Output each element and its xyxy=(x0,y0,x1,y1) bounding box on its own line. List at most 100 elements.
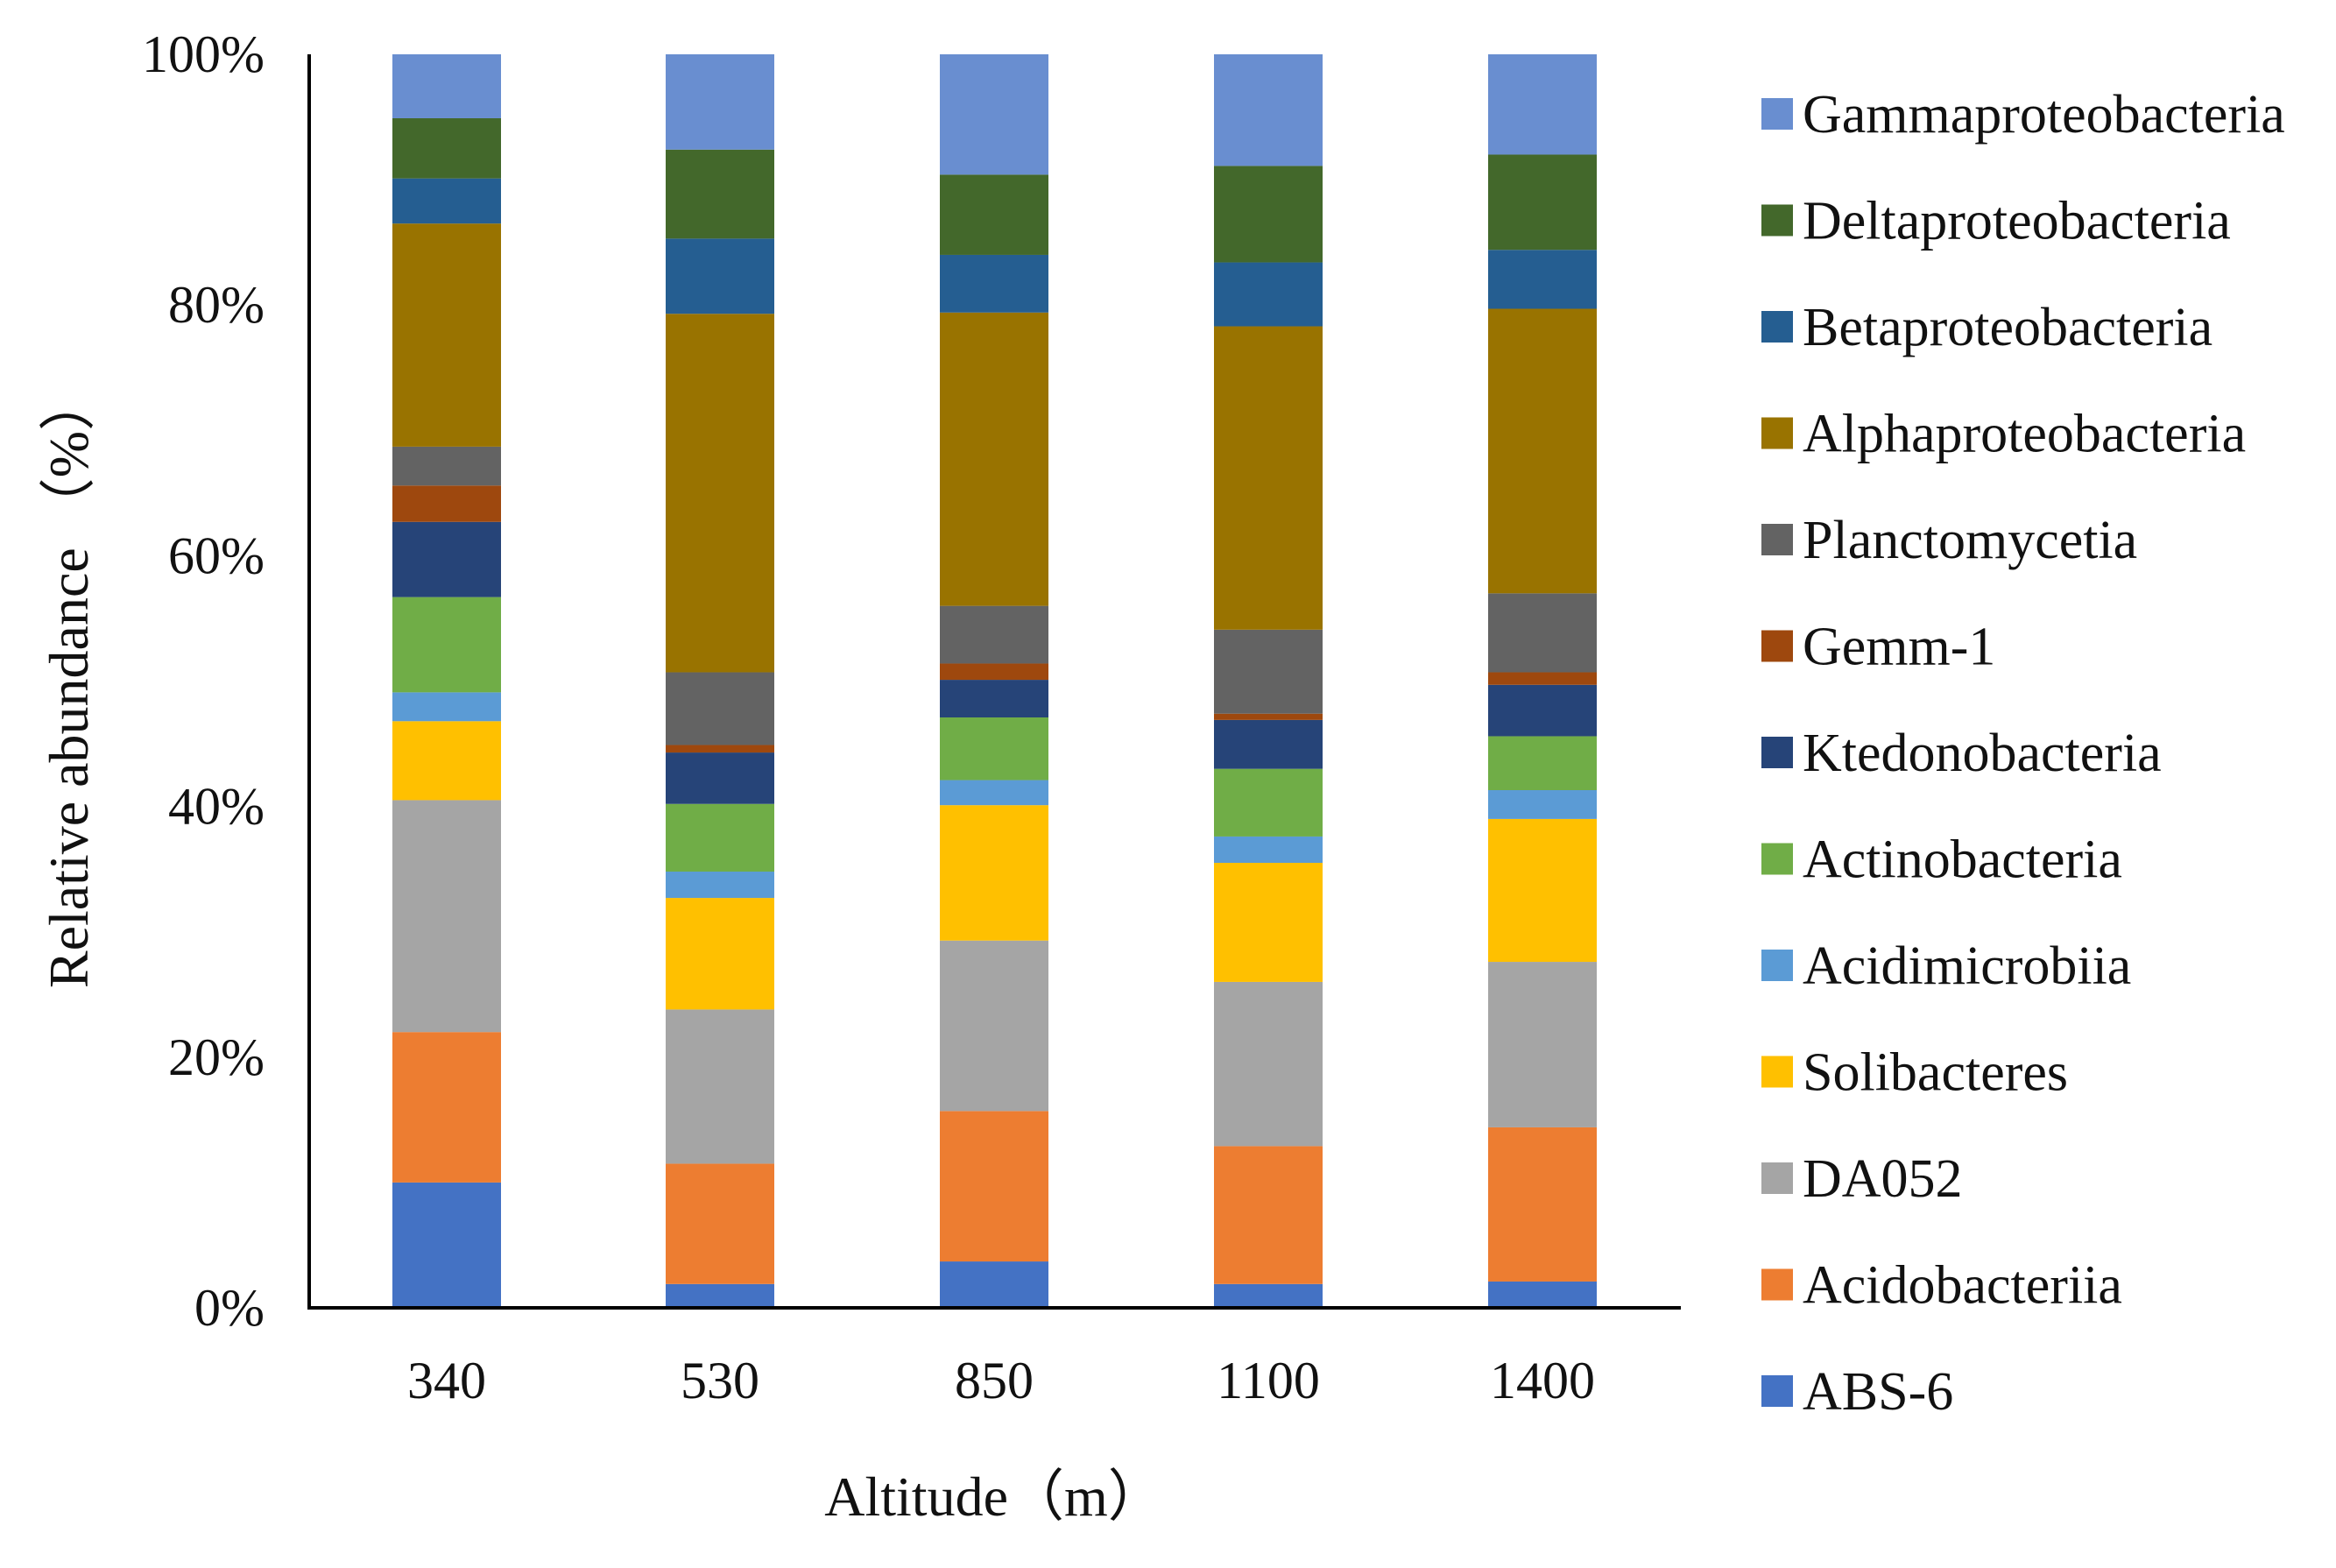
legend-label: Betaproteobacteria xyxy=(1803,298,2212,357)
bar-segment-acidimicrobiia-340 xyxy=(392,692,501,722)
legend-label: DA052 xyxy=(1803,1149,1963,1209)
legend-label: Alphaproteobacteria xyxy=(1803,405,2246,464)
bar-segment-acidobacteriia-1400 xyxy=(1488,1127,1597,1282)
bar-segment-betaproteobacteria-1400 xyxy=(1488,250,1597,309)
bar-segment-solibacteres-340 xyxy=(392,721,501,801)
bar-segment-deltaproteobacteria-1100 xyxy=(1214,166,1323,263)
bar-segment-acidobacteriia-1100 xyxy=(1214,1146,1323,1284)
legend-label: ABS-6 xyxy=(1803,1362,1953,1422)
bar-stack-1400 xyxy=(1488,54,1597,1308)
bar-segment-alphaproteobacteria-530 xyxy=(666,314,774,673)
bar-segment-gammaproteobacteria-530 xyxy=(666,54,774,150)
legend-swatch xyxy=(1761,1162,1793,1194)
bar-segment-planctomycetia-1100 xyxy=(1214,629,1323,714)
legend-swatch xyxy=(1761,950,1793,981)
bar-segment-actinobacteria-1400 xyxy=(1488,736,1597,790)
legend-item: Actinobacteria xyxy=(1761,830,2122,890)
legend: Gammaproteobacteria Deltaproteobacteria Be… xyxy=(1761,85,2285,1422)
bar-segment-acidimicrobiia-530 xyxy=(666,872,774,899)
bar-segment-alphaproteobacteria-1400 xyxy=(1488,308,1597,594)
x-tick-label: 530 xyxy=(681,1352,759,1409)
bar-segment-acidobacteriia-340 xyxy=(392,1032,501,1183)
bar-segment-actinobacteria-530 xyxy=(666,803,774,872)
bar-segment-actinobacteria-340 xyxy=(392,597,501,693)
legend-swatch xyxy=(1761,1056,1793,1088)
bar-segment-betaproteobacteria-530 xyxy=(666,238,774,314)
bar-segment-gemm-1-530 xyxy=(666,745,774,753)
legend-label: Planctomycetia xyxy=(1803,511,2137,570)
bar-segment-solibacteres-1100 xyxy=(1214,862,1323,982)
x-tick-label: 340 xyxy=(407,1352,486,1409)
bar-segment-gammaproteobacteria-1400 xyxy=(1488,54,1597,155)
y-tick-label: 100% xyxy=(142,25,265,83)
legend-item: Acidobacteriia xyxy=(1761,1256,2122,1316)
bar-segment-ktedonobacteria-850 xyxy=(940,680,1048,717)
bar-segment-acidimicrobiia-1400 xyxy=(1488,789,1597,819)
legend-item: ABS-6 xyxy=(1761,1362,1953,1422)
bar-segment-ktedonobacteria-1400 xyxy=(1488,684,1597,737)
bar-segment-betaproteobacteria-1100 xyxy=(1214,262,1323,327)
x-axis-title: Altitude（m） xyxy=(824,1466,1164,1528)
legend-swatch xyxy=(1761,417,1793,449)
legend-item: Alphaproteobacteria xyxy=(1761,405,2246,464)
bar-segment-betaproteobacteria-850 xyxy=(940,254,1048,313)
bar-segment-abs-6-340 xyxy=(392,1182,501,1308)
bars-layer xyxy=(392,54,1597,1308)
bar-segment-deltaproteobacteria-530 xyxy=(666,149,774,239)
bar-segment-da052-340 xyxy=(392,800,501,1033)
bar-segment-gemm-1-1100 xyxy=(1214,713,1323,720)
legend-swatch xyxy=(1761,311,1793,343)
legend-swatch xyxy=(1761,524,1793,555)
bar-segment-ktedonobacteria-1100 xyxy=(1214,719,1323,769)
x-tick-label: 1100 xyxy=(1217,1352,1320,1409)
x-tick-label: 850 xyxy=(955,1352,1034,1409)
bar-segment-gammaproteobacteria-850 xyxy=(940,54,1048,175)
bar-stack-850 xyxy=(940,54,1048,1308)
bar-segment-alphaproteobacteria-1100 xyxy=(1214,326,1323,630)
y-tick-label: 60% xyxy=(168,526,265,584)
bar-segment-gemm-1-340 xyxy=(392,485,501,522)
bar-segment-betaproteobacteria-340 xyxy=(392,178,501,224)
bar-segment-alphaproteobacteria-850 xyxy=(940,312,1048,606)
bar-segment-gammaproteobacteria-340 xyxy=(392,54,501,118)
bar-segment-abs-6-850 xyxy=(940,1261,1048,1308)
bar-segment-ktedonobacteria-530 xyxy=(666,752,774,804)
y-tick-label: 80% xyxy=(168,276,265,334)
bar-segment-solibacteres-1400 xyxy=(1488,818,1597,963)
bar-segment-actinobacteria-850 xyxy=(940,717,1048,780)
bar-segment-da052-1100 xyxy=(1214,981,1323,1147)
bar-stack-1100 xyxy=(1214,54,1323,1308)
bar-segment-planctomycetia-1400 xyxy=(1488,593,1597,673)
legend-label: Acidobacteriia xyxy=(1803,1256,2122,1316)
bar-segment-acidobacteriia-530 xyxy=(666,1163,774,1284)
bar-segment-acidimicrobiia-1100 xyxy=(1214,836,1323,863)
legend-item: Gemm-1 xyxy=(1761,618,1995,677)
bar-segment-da052-530 xyxy=(666,1009,774,1164)
bar-segment-planctomycetia-340 xyxy=(392,446,501,486)
legend-item: Deltaproteobacteria xyxy=(1761,192,2231,251)
legend-swatch xyxy=(1761,98,1793,130)
legend-label: Gammaproteobacteria xyxy=(1803,85,2285,145)
legend-swatch xyxy=(1761,204,1793,237)
legend-label: Acidimicrobiia xyxy=(1803,936,2131,996)
bar-segment-abs-6-1100 xyxy=(1214,1283,1323,1308)
legend-item: DA052 xyxy=(1761,1149,1963,1209)
legend-swatch xyxy=(1761,1375,1793,1407)
x-tick-labels: 340 530 850 1100 1400 xyxy=(407,1352,1595,1409)
bar-segment-gammaproteobacteria-1100 xyxy=(1214,54,1323,166)
legend-item: Betaproteobacteria xyxy=(1761,298,2212,357)
legend-label: Ktedonobacteria xyxy=(1803,724,2162,783)
x-tick-label: 1400 xyxy=(1490,1352,1595,1409)
y-tick-label: 0% xyxy=(194,1279,265,1337)
bar-segment-deltaproteobacteria-1400 xyxy=(1488,154,1597,251)
legend-item: Planctomycetia xyxy=(1761,511,2137,570)
legend-label: Deltaproteobacteria xyxy=(1803,192,2231,251)
bar-segment-abs-6-530 xyxy=(666,1283,774,1308)
bar-segment-solibacteres-530 xyxy=(666,898,774,1010)
legend-item: Gammaproteobacteria xyxy=(1761,85,2285,145)
legend-label: Gemm-1 xyxy=(1803,618,1995,677)
bar-segment-deltaproteobacteria-850 xyxy=(940,174,1048,255)
bar-segment-actinobacteria-1100 xyxy=(1214,768,1323,837)
legend-label: Actinobacteria xyxy=(1803,830,2122,890)
